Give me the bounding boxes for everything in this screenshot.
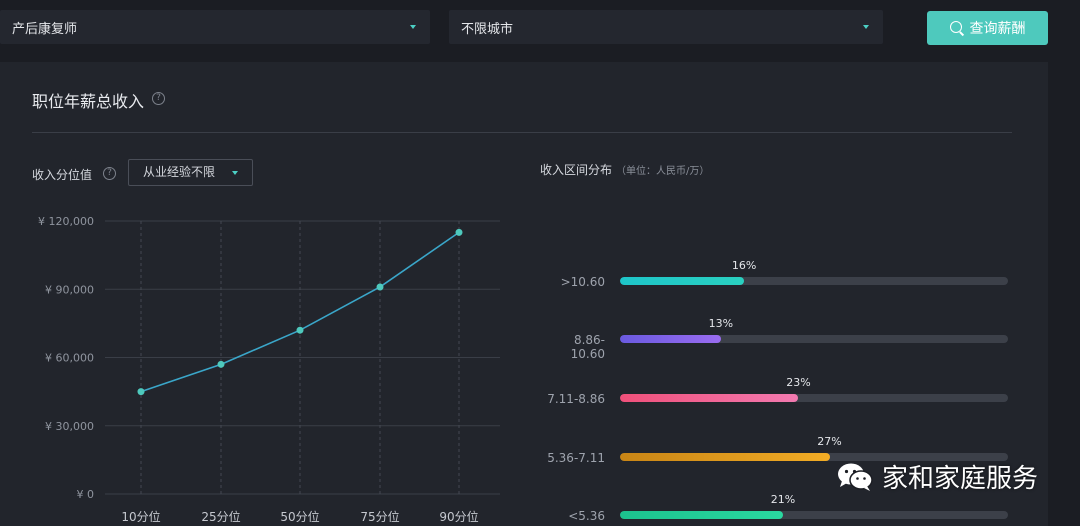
filter-bar: 产后康复师 不限城市 查询薪酬 (0, 0, 1080, 60)
percentile-label: 收入分位值 (32, 168, 93, 182)
distribution-range-label: 5.36-7.11 (547, 451, 605, 465)
distribution-percent-label: 27% (817, 435, 842, 448)
city-select-value: 不限城市 (461, 21, 514, 37)
job-select[interactable]: 产后康复师 (0, 10, 430, 44)
distribution-range-label: >10.60 (560, 275, 605, 289)
data-point (217, 360, 225, 368)
distribution-row: 7.11-8.86 23% (540, 376, 1010, 419)
watermark-text: 家和家庭服务 (882, 464, 1039, 494)
panel-title: 职位年薪总收入 (32, 92, 145, 111)
distribution-bar (620, 394, 799, 402)
help-icon[interactable]: ? (103, 167, 116, 180)
distribution-track (620, 453, 1008, 461)
x-tick-label: 90分位 (439, 509, 478, 522)
salary-panel: 职位年薪总收入 ? 收入分位值 ? 从业经验不限 ¥ 0 ¥ 30,000 ¥ 60… (0, 62, 1048, 526)
distribution-percent-label: 23% (786, 376, 811, 389)
data-point (376, 283, 384, 291)
x-tick-label: 10分位 (121, 509, 160, 522)
caret-down-icon (410, 25, 416, 29)
distribution-track (620, 277, 1008, 285)
experience-select[interactable]: 从业经验不限 (128, 159, 253, 186)
distribution-track (620, 335, 1008, 343)
y-tick-label: ¥ 60,000 (45, 352, 94, 365)
distribution-percent-label: 16% (731, 259, 757, 272)
data-point (455, 228, 463, 236)
distribution-percent-label: 21% (770, 493, 796, 506)
job-select-value: 产后康复师 (12, 21, 78, 37)
x-tick-label: 75分位 (360, 509, 399, 522)
query-salary-label: 查询薪酬 (969, 21, 1026, 37)
distribution-track (620, 394, 1008, 402)
caret-down-icon (863, 25, 869, 29)
distribution-bar (620, 335, 721, 343)
distribution-bar (620, 277, 745, 285)
wechat-icon (838, 463, 873, 491)
y-tick-label: ¥ 90,000 (45, 283, 94, 296)
watermark: 家和家庭服务 (836, 458, 1038, 495)
x-tick-label: 50分位 (280, 509, 319, 522)
distribution-row: 5.36-7.11 27% (540, 435, 1010, 478)
distribution-bar (620, 511, 783, 519)
data-point (137, 388, 145, 396)
distribution-range-label: <5.36 (568, 509, 605, 523)
distribution-unit: （单位：人民币/万） (616, 166, 710, 177)
x-tick-label: 25分位 (201, 509, 240, 522)
distribution-range-label: 8.86-10.60 (570, 333, 605, 361)
experience-select-value: 从业经验不限 (143, 165, 216, 179)
distribution-range-label: 7.11-8.86 (547, 392, 605, 406)
data-point (296, 326, 304, 334)
distribution-row: >10.60 16% (540, 259, 1010, 302)
distribution-percent-label: 13% (708, 317, 734, 330)
distribution-row: <5.36 21% (540, 493, 1010, 526)
distribution-track (620, 511, 1008, 519)
distribution-row: 8.86-10.60 13% (540, 317, 1010, 361)
search-icon (949, 21, 964, 35)
caret-down-icon (232, 171, 238, 175)
help-icon[interactable]: ? (152, 92, 165, 105)
city-select[interactable]: 不限城市 (449, 10, 883, 44)
y-tick-label: ¥ 0 (77, 488, 95, 501)
divider (32, 132, 1012, 133)
percentile-line-chart: ¥ 0 ¥ 30,000 ¥ 60,000 ¥ 90,000 ¥ 120,000 10分位… (38, 215, 500, 522)
y-tick-label: ¥ 120,000 (38, 215, 94, 228)
query-salary-button[interactable]: 查询薪酬 (927, 11, 1048, 45)
y-tick-label: ¥ 30,000 (45, 420, 94, 433)
distribution-title: 收入区间分布 （单位：人民币/万） (540, 161, 709, 178)
distribution-bar (620, 453, 830, 461)
distribution-title-text: 收入区间分布 (540, 163, 613, 177)
